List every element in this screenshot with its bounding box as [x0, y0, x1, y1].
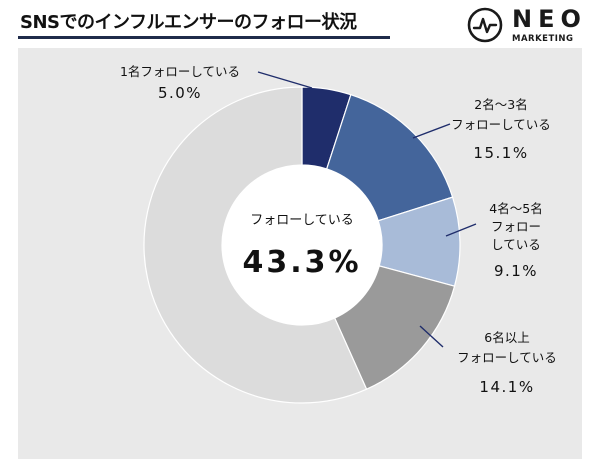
center-value: 43.3%: [242, 245, 361, 280]
center-label: フォローしている: [250, 213, 354, 228]
donut-center: [222, 165, 382, 325]
slice-label-4: 6名以上: [484, 330, 529, 345]
slice-label-3: 4名～5名: [489, 201, 542, 216]
slice-label-4: フォローしている: [457, 350, 557, 365]
leader-line-2: [412, 123, 451, 139]
slice-label-3: フォロー: [491, 219, 541, 234]
leader-line-3: [445, 223, 477, 237]
slice-label-2: フォローしている: [451, 117, 551, 132]
slice-label-3: している: [491, 237, 541, 252]
title-underline: [18, 36, 390, 39]
slice-value-3: 9.1%: [494, 262, 538, 280]
slice-label-1: 1名フォローしている: [120, 64, 240, 79]
leader-line-1: [257, 71, 313, 89]
slice-value-1: 5.0%: [158, 84, 202, 102]
slice-label-2: 2名～3名: [474, 97, 527, 112]
logo-wordmark: NEO: [512, 5, 587, 33]
slice-value-4: 14.1%: [479, 378, 534, 396]
chart-title: SNSでのインフルエンサーのフォロー状況: [20, 12, 357, 33]
leader-line-4: [419, 325, 444, 348]
logo-subtext: MARKETING: [512, 34, 574, 44]
slice-value-2: 15.1%: [473, 144, 528, 162]
neo-marketing-logo: NEO MARKETING: [466, 6, 581, 44]
logo-mark-icon: [467, 7, 503, 43]
